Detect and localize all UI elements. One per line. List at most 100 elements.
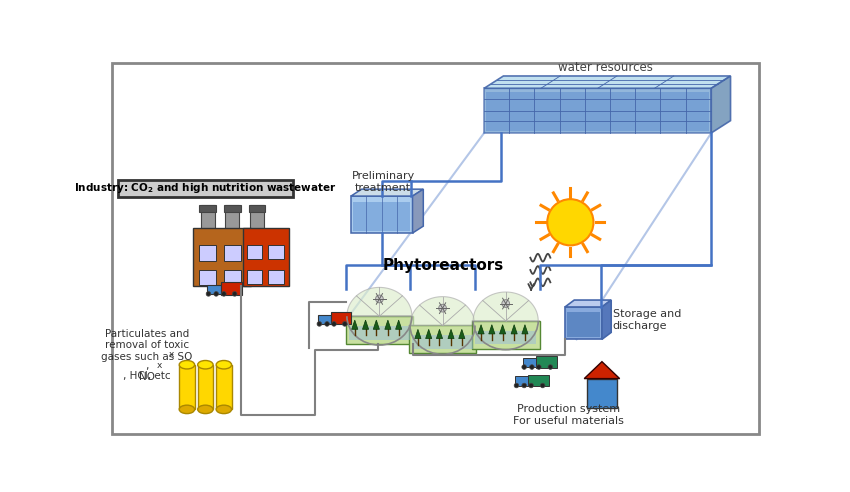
FancyBboxPatch shape [475,331,536,344]
Text: Storage and
discharge: Storage and discharge [613,309,681,331]
Circle shape [529,383,534,388]
Circle shape [502,300,509,308]
FancyBboxPatch shape [250,205,264,235]
Circle shape [343,322,347,326]
FancyBboxPatch shape [472,321,540,348]
Polygon shape [511,325,518,334]
FancyBboxPatch shape [248,205,265,212]
Polygon shape [472,292,540,321]
Polygon shape [484,76,730,88]
Circle shape [207,292,211,296]
FancyBboxPatch shape [225,205,240,235]
FancyBboxPatch shape [587,378,616,408]
FancyBboxPatch shape [331,312,351,324]
Polygon shape [567,311,599,337]
Polygon shape [565,300,611,307]
FancyBboxPatch shape [201,205,215,235]
FancyBboxPatch shape [243,228,289,286]
FancyBboxPatch shape [268,270,284,284]
FancyBboxPatch shape [411,335,473,349]
FancyBboxPatch shape [348,326,411,340]
FancyBboxPatch shape [224,205,241,212]
Circle shape [541,383,545,388]
Polygon shape [459,329,465,338]
Polygon shape [711,76,730,133]
Text: , HCl, etc: , HCl, etc [123,371,171,381]
Text: ,
NO: , NO [139,361,155,382]
Polygon shape [565,307,602,339]
Polygon shape [385,320,391,329]
FancyBboxPatch shape [536,356,557,368]
FancyBboxPatch shape [207,285,221,294]
Polygon shape [584,362,620,378]
FancyBboxPatch shape [199,246,216,261]
FancyBboxPatch shape [117,180,293,197]
Polygon shape [415,329,421,338]
Circle shape [439,305,446,312]
Polygon shape [362,320,369,329]
Circle shape [514,383,518,388]
FancyBboxPatch shape [193,228,251,286]
Polygon shape [486,92,709,131]
Ellipse shape [216,405,231,414]
Circle shape [536,365,541,369]
Polygon shape [351,196,412,233]
Polygon shape [395,320,402,329]
Ellipse shape [179,361,195,369]
Polygon shape [373,320,379,329]
Polygon shape [426,329,432,338]
FancyBboxPatch shape [409,326,477,353]
Ellipse shape [198,361,213,369]
FancyBboxPatch shape [199,270,216,285]
Polygon shape [346,287,413,316]
Circle shape [325,322,329,326]
Circle shape [214,292,218,296]
Circle shape [530,365,534,369]
Text: Industry: $\mathbf{CO_2}$ and high nutrition wastewater: Industry: $\mathbf{CO_2}$ and high nutri… [74,182,337,195]
Polygon shape [412,189,423,233]
Circle shape [522,365,526,369]
Polygon shape [354,202,411,231]
Circle shape [547,199,593,246]
Circle shape [376,295,383,303]
Polygon shape [478,325,484,334]
Circle shape [222,292,226,296]
FancyBboxPatch shape [224,270,241,285]
Ellipse shape [179,405,195,414]
Circle shape [548,365,552,369]
Polygon shape [436,329,443,338]
Polygon shape [351,189,423,196]
FancyBboxPatch shape [247,246,263,259]
FancyBboxPatch shape [346,316,413,344]
FancyBboxPatch shape [216,365,231,409]
FancyBboxPatch shape [198,365,213,409]
Ellipse shape [216,361,231,369]
FancyBboxPatch shape [179,365,195,409]
Text: Preliminary
treatment: Preliminary treatment [352,171,415,193]
Polygon shape [602,300,611,339]
Polygon shape [489,325,495,334]
FancyBboxPatch shape [224,246,241,261]
Text: Particulates and
removal of toxic
gases such as SO: Particulates and removal of toxic gases … [101,329,193,362]
Text: Production system
For useful materials: Production system For useful materials [513,404,624,426]
FancyBboxPatch shape [318,315,331,324]
Circle shape [232,292,237,296]
Ellipse shape [198,405,213,414]
Text: x: x [168,350,173,359]
FancyBboxPatch shape [268,246,284,259]
FancyBboxPatch shape [112,63,759,434]
FancyBboxPatch shape [199,205,216,212]
Polygon shape [500,325,506,334]
FancyBboxPatch shape [221,282,241,295]
Polygon shape [522,325,528,334]
Polygon shape [352,320,358,329]
Circle shape [332,322,337,326]
Polygon shape [484,88,711,133]
FancyBboxPatch shape [528,375,549,386]
Polygon shape [448,329,454,338]
Circle shape [522,383,526,388]
Text: water resources: water resources [558,62,653,74]
FancyBboxPatch shape [523,358,536,367]
Text: Phytoreactors: Phytoreactors [382,258,504,273]
Polygon shape [409,297,477,326]
